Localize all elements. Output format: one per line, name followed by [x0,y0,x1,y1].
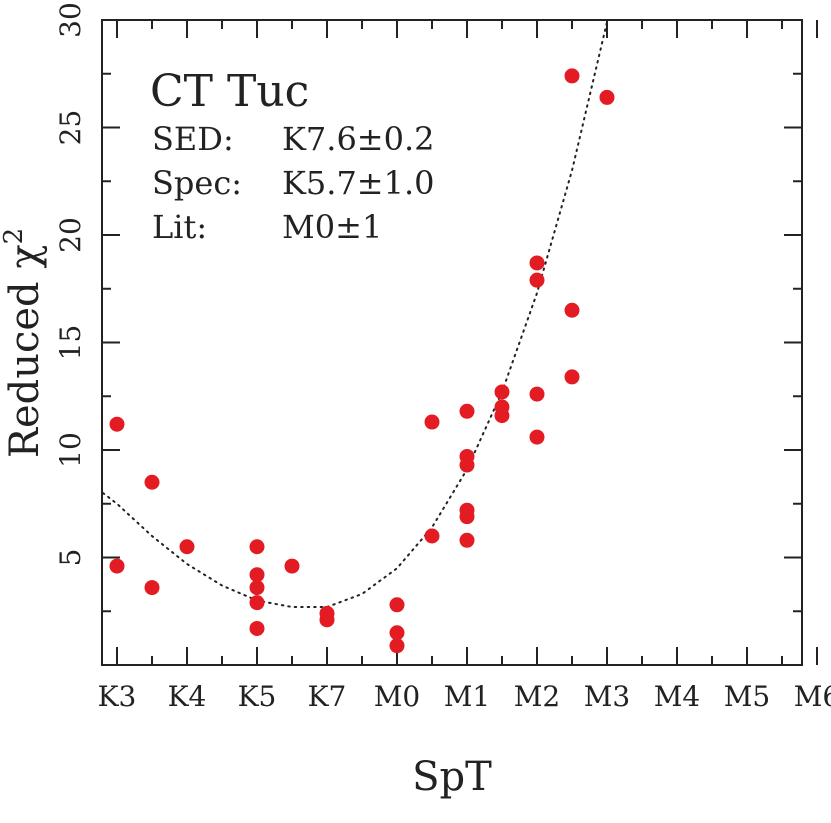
data-point [389,625,405,641]
y-tick-label: 5 [54,549,87,567]
x-tick-label: K5 [238,680,277,713]
x-tick-label: M3 [584,680,630,713]
x-tick-label: M5 [724,680,770,713]
x-tick-label: M4 [654,680,700,713]
y-tick-label: 30 [54,2,87,38]
data-point [249,580,265,596]
x-tick-label: K7 [308,680,347,713]
data-point [494,384,510,400]
data-point [424,528,440,544]
x-tick-label: K3 [98,680,137,713]
data-point [529,272,545,288]
data-point [459,509,475,525]
data-point [424,414,440,430]
data-point [179,539,195,555]
data-point [109,558,125,574]
data-point [249,620,265,636]
sed-label: SED: [152,120,234,158]
data-point [564,302,580,318]
data-point [249,539,265,555]
data-point [459,457,475,473]
spec-value: K5.7±1.0 [282,164,435,202]
data-point [599,89,615,105]
data-point [529,386,545,402]
plot-frame [101,19,803,666]
x-axis-title: SpT [412,754,492,800]
annotation-box: CT Tuc SED: K7.6±0.2 Spec: K5.7±1.0 Lit:… [150,66,435,246]
lit-value: M0±1 [282,208,382,246]
data-point [389,638,405,654]
data-point [529,255,545,271]
spec-label: Spec: [152,164,242,202]
y-tick-label: 10 [54,432,87,468]
data-point [529,429,545,445]
data-point [459,532,475,548]
data-point [389,597,405,613]
x-tick-label: M2 [514,680,560,713]
y-axis-title: Reduced χ2 [0,228,48,458]
axis-ticks [102,19,818,665]
data-point [564,68,580,84]
data-point [249,567,265,583]
data-point [144,474,160,490]
data-point [144,580,160,596]
data-point [109,416,125,432]
x-tick-label: M1 [444,680,490,713]
data-point [494,408,510,424]
data-point [564,369,580,385]
data-point [284,558,300,574]
x-tick-label: M0 [374,680,420,713]
object-name: CT Tuc [150,66,309,117]
data-point [249,595,265,611]
x-tick-label: K4 [168,680,207,713]
fit-curve [102,21,608,608]
x-tick-label: M6 [794,680,831,713]
data-points [109,68,615,654]
y-tick-label: 25 [54,110,87,146]
data-point [319,612,335,628]
y-tick-label: 15 [54,325,87,361]
axis-tick-labels: K3 K4 K5 K7 M0 M1 M2 M3 M4 M5 M6 5 10 15 20 25 30 [54,2,831,713]
lit-label: Lit: [152,208,207,246]
data-point [459,403,475,419]
y-tick-label: 20 [54,217,87,253]
sed-value: K7.6±0.2 [282,120,435,158]
